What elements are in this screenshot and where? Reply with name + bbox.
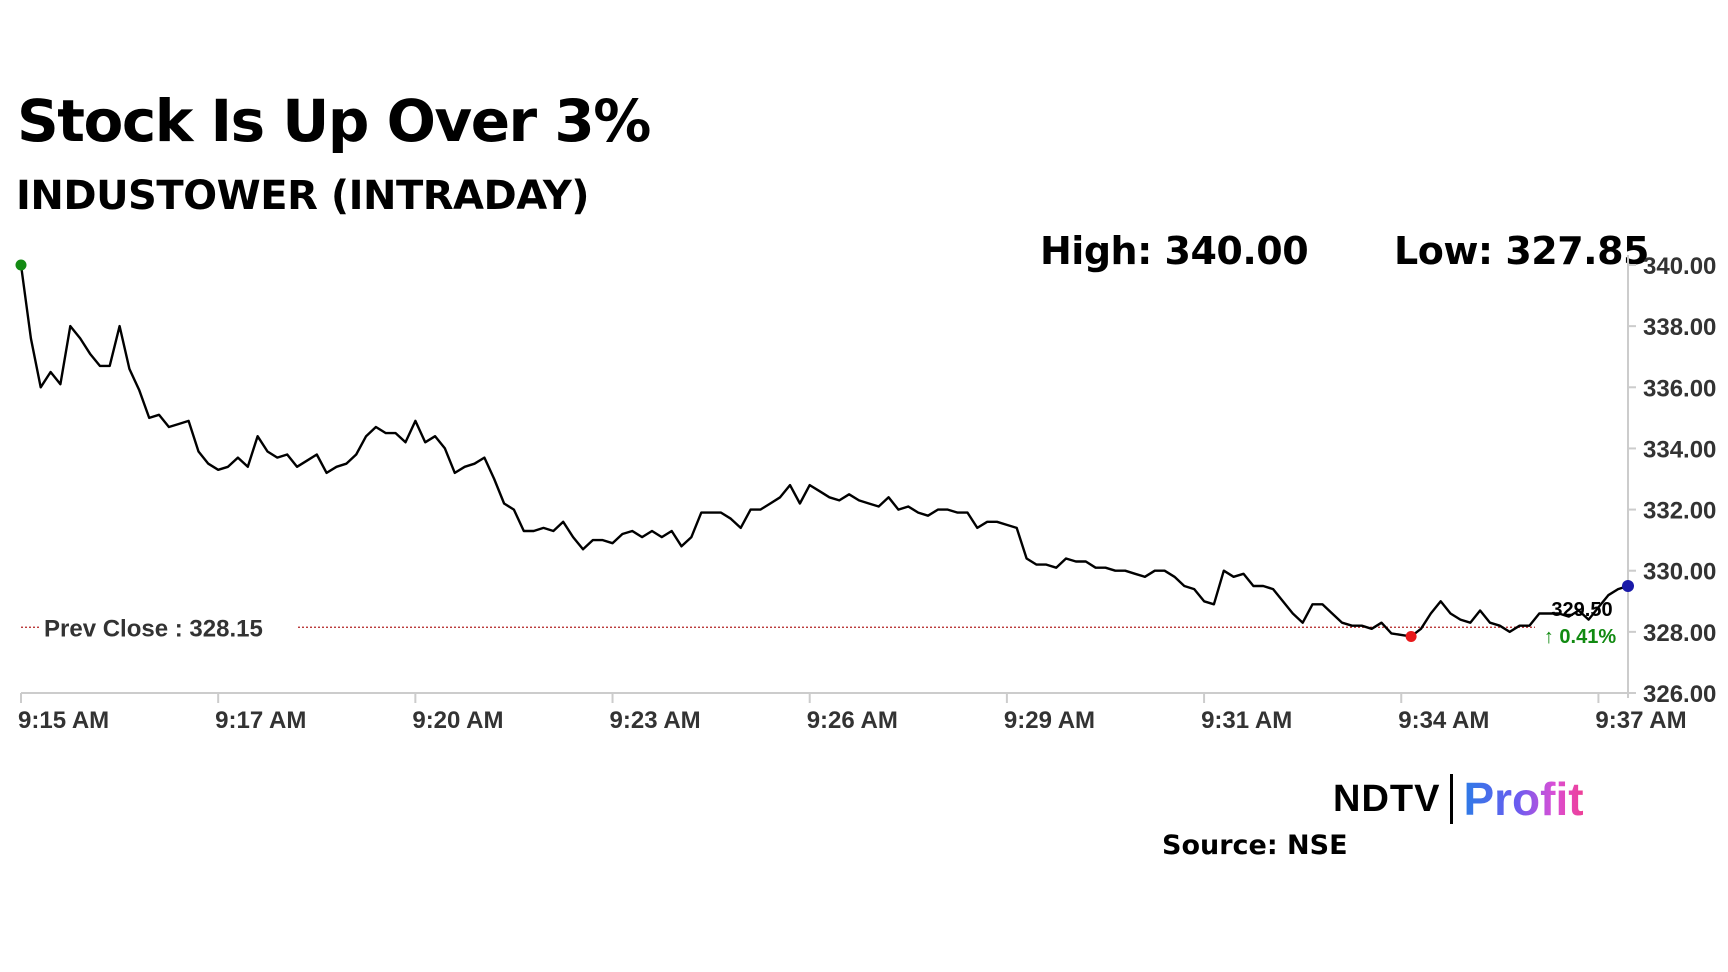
y-tick-label: 328.00 [1643,620,1716,647]
ndtv-profit-logo: NDTV Profit [1333,773,1584,825]
y-tick-label: 332.00 [1643,498,1716,525]
y-tick-label: 334.00 [1643,436,1716,463]
y-tick-label: 326.00 [1643,681,1716,708]
marker-layer [15,259,1634,642]
last-marker [1622,580,1634,592]
prev-close-label: Prev Close : 328.15 [44,615,263,642]
x-axis-ticks: 9:15 AM 9:17 AM 9:20 AM 9:23 AM 9:26 AM 9:29 … [18,693,1687,734]
series-layer [19,264,1629,638]
logo-ndtv-text: NDTV [1333,777,1441,820]
x-tick-label: 9:34 AM [1398,707,1489,734]
chart-subtitle: INDUSTOWER (INTRADAY) [16,173,590,219]
y-tick-label: 330.00 [1643,559,1716,586]
y-tick-label: 336.00 [1643,375,1716,402]
x-tick-label: 9:37 AM [1595,707,1686,734]
logo-profit-text: Profit [1463,773,1584,825]
x-tick-label: 9:23 AM [610,707,701,734]
x-tick-label: 9:31 AM [1201,707,1292,734]
x-tick-label: 9:15 AM [18,707,109,734]
last-price-label: 329.50 [1551,599,1612,621]
change-percent-label: ↑ 0.41% [1544,626,1616,648]
price-line [19,264,1629,638]
y-tick-label: 340.00 [1643,253,1716,280]
low-value: Low: 327.85 [1394,229,1650,273]
x-tick-label: 9:29 AM [1004,707,1095,734]
axis-layer [21,255,1629,698]
low-marker [1405,630,1417,642]
y-axis-ticks: 340.00 338.00 336.00 334.00 332.00 330.00 328.… [1628,253,1716,708]
y-tick-label: 338.00 [1643,314,1716,341]
x-tick-label: 9:17 AM [215,707,306,734]
logo-divider [1450,774,1454,824]
x-tick-label: 9:26 AM [807,707,898,734]
high-marker [15,259,27,271]
x-tick-label: 9:20 AM [412,707,503,734]
chart-title: Stock Is Up Over 3% [17,87,651,155]
prev-close-layer: Prev Close : 328.15 [21,615,1535,642]
high-value: High: 340.00 [1040,229,1309,273]
source-note: Source: NSE [1162,830,1348,861]
